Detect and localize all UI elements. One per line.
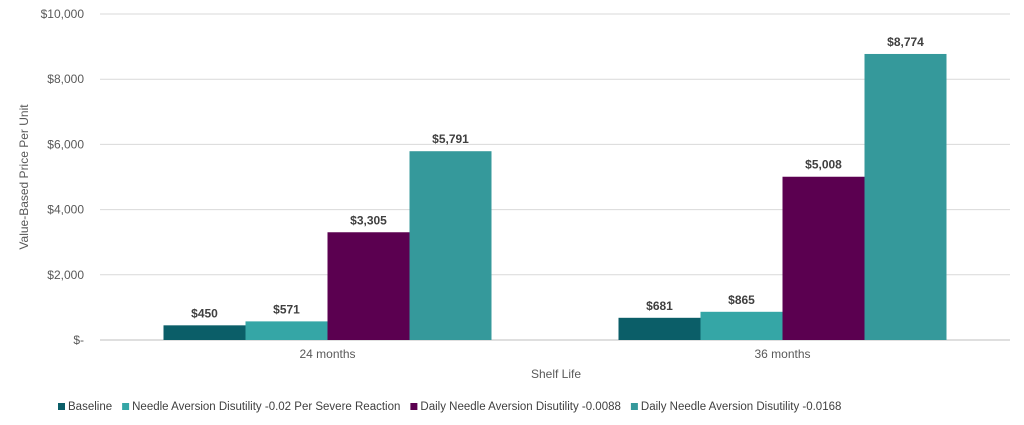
legend-swatch: [630, 403, 638, 410]
bar: [700, 311, 783, 340]
legend: Baseline Needle Aversion Disutility -0.02…: [58, 401, 841, 413]
bar: [782, 176, 865, 340]
bar: [327, 232, 410, 340]
x-tick-label: 36 months: [754, 347, 810, 361]
y-axis-title: Value-Based Price Per Unit: [17, 104, 31, 250]
x-axis-ticks: 24 months 36 months: [299, 347, 810, 361]
x-axis-title: Shelf Life: [531, 367, 581, 381]
data-label: $5,008: [805, 158, 842, 172]
bars: [163, 53, 947, 341]
legend-swatch: [122, 403, 130, 410]
y-tick-label: $10,000: [41, 7, 85, 21]
data-labels: $450 $571 $3,305 $5,791 $681 $865 $5,008 $8,774: [191, 35, 924, 320]
y-axis-ticks: $- $2,000 $4,000 $6,000 $8,000 $10,000: [41, 7, 85, 347]
legend-label: Daily Needle Aversion Disutility -0.0088: [420, 401, 621, 413]
data-label: $681: [646, 299, 673, 313]
legend-label: Daily Needle Aversion Disutility -0.0168: [641, 401, 842, 413]
legend-swatch: [58, 403, 65, 410]
legend-label: Baseline: [68, 401, 112, 413]
data-label: $450: [191, 306, 218, 320]
data-label: $3,305: [350, 213, 387, 227]
y-tick-label: $6,000: [47, 137, 84, 151]
y-tick-label: $2,000: [47, 268, 84, 282]
bar: [245, 321, 328, 340]
data-label: $5,791: [432, 132, 469, 146]
data-label: $865: [728, 293, 755, 307]
bar: [409, 151, 492, 340]
y-tick-label: $4,000: [47, 203, 84, 217]
bar: [163, 325, 246, 340]
x-tick-label: 24 months: [299, 347, 355, 361]
data-label: $8,774: [887, 35, 924, 49]
y-tick-label: $8,000: [47, 72, 84, 86]
legend-swatch: [410, 403, 418, 410]
data-label: $571: [273, 302, 300, 316]
y-tick-label: $-: [73, 333, 84, 347]
bar: [864, 53, 947, 341]
legend-label: Needle Aversion Disutility -0.02 Per Sev…: [132, 401, 400, 413]
bar: [618, 317, 701, 340]
